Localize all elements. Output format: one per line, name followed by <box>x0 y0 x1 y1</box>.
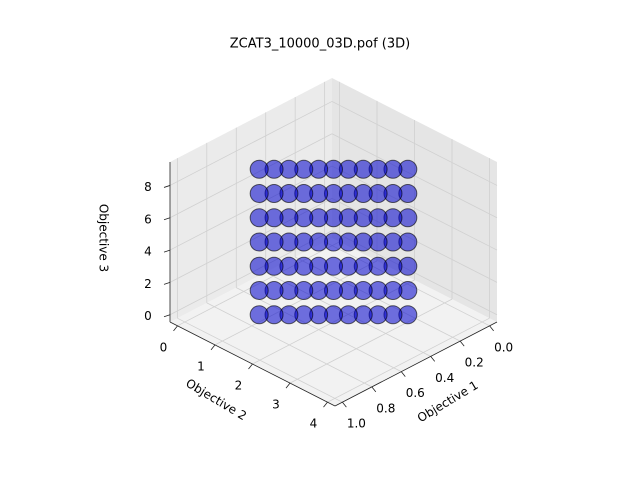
y-tick-label: 0 <box>160 340 168 354</box>
x-tick-label: 0.4 <box>435 371 454 385</box>
grid-line <box>169 101 333 186</box>
tick-mark <box>173 325 178 332</box>
data-point <box>249 280 269 300</box>
y-tick-label: 2 <box>235 379 243 393</box>
tick-mark <box>210 344 216 351</box>
x-tick-label: 0.8 <box>376 401 395 415</box>
data-point <box>249 208 269 228</box>
z-tick-label: 4 <box>144 245 152 259</box>
tick-mark <box>285 382 291 389</box>
data-point <box>249 184 269 204</box>
x-tick-label: 0.6 <box>406 386 425 400</box>
data-point <box>249 159 269 179</box>
grid-line <box>331 165 498 251</box>
grid-line <box>331 101 498 186</box>
x-tick-label: 1.0 <box>347 417 366 431</box>
chart-title: ZCAT3_10000_03D.pof (3D) <box>230 37 410 52</box>
tick-mark <box>323 401 328 408</box>
grid-line <box>289 298 453 384</box>
z-tick-label: 2 <box>144 277 152 291</box>
tick-mark <box>489 325 494 332</box>
grid-line <box>327 317 490 403</box>
x-axis-label: Objective 1 <box>415 378 481 425</box>
axis-line <box>334 321 498 407</box>
y-tick-label: 1 <box>197 359 205 373</box>
z-tick-label: 6 <box>144 212 152 226</box>
tick-mark <box>163 282 171 285</box>
grid-line <box>169 165 333 251</box>
z-tick-label: 0 <box>144 309 152 323</box>
tick-mark <box>163 185 171 188</box>
tick-mark <box>371 386 377 393</box>
axis-line <box>169 321 336 407</box>
y-tick-label: 3 <box>272 398 280 412</box>
tick-mark <box>342 401 347 408</box>
data-point <box>249 305 269 325</box>
tick-mark <box>163 314 171 318</box>
data-point <box>249 256 269 276</box>
tick-mark <box>459 340 465 347</box>
grid-line <box>169 133 333 219</box>
data-point <box>249 232 269 252</box>
tick-mark <box>248 363 253 370</box>
tick-mark <box>430 356 436 362</box>
x-tick-label: 0.0 <box>494 340 513 354</box>
tick-mark <box>400 371 406 377</box>
z-axis-label: Objective 3 <box>97 204 111 272</box>
x-tick-label: 0.2 <box>465 356 484 370</box>
z-tick-label: 8 <box>144 180 152 194</box>
tick-mark <box>163 249 171 253</box>
tick-mark <box>163 217 171 221</box>
y-tick-label: 4 <box>310 417 318 431</box>
